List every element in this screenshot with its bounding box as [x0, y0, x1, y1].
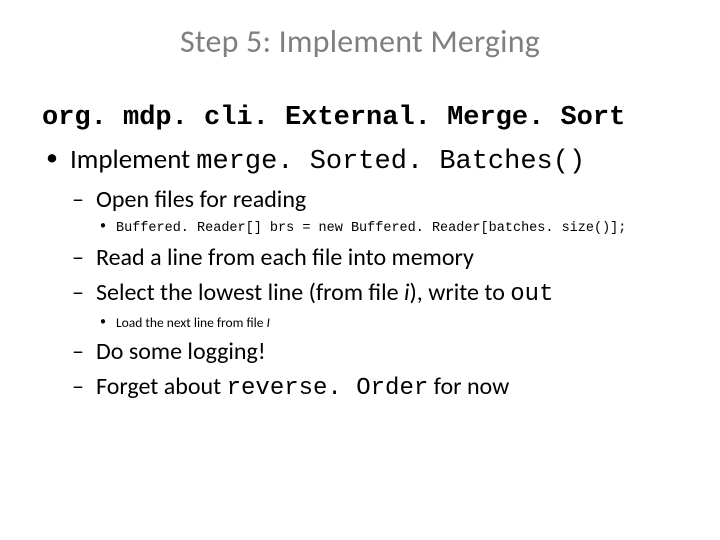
bullet-select-lowest: Select the lowest line (from file i), wr…	[70, 277, 680, 331]
code: reverse. Order	[227, 375, 429, 402]
code: Buffered. Reader[] brs = new Buffered. R…	[116, 221, 626, 236]
bullet-list-lvl2: Open files for reading Buffered. Reader[…	[70, 184, 680, 404]
text: Forget about	[96, 372, 227, 401]
code: out	[510, 281, 553, 308]
text: Implement	[70, 143, 196, 176]
text: Open files for reading	[96, 185, 306, 214]
class-name: org. mdp. cli. External. Merge. Sort	[42, 103, 680, 133]
bullet-logging: Do some logging!	[70, 336, 680, 367]
bullet-list-lvl1: Implement merge. Sorted. Batches() Open …	[42, 143, 680, 404]
bullet-bufferedreader: Buffered. Reader[] brs = new Buffered. R…	[96, 218, 680, 238]
code: merge. Sorted. Batches()	[196, 147, 585, 177]
text: Select the lowest line (from file	[96, 278, 404, 307]
bullet-load-next: Load the next line from file I	[96, 314, 680, 332]
text: Do some logging!	[96, 337, 266, 366]
bullet-read-line: Read a line from each file into memory	[70, 242, 680, 273]
text: Read a line from each file into memory	[96, 243, 474, 272]
bullet-implement: Implement merge. Sorted. Batches() Open …	[42, 143, 680, 404]
text: ), write to	[410, 278, 511, 307]
text: Load the next line from file	[116, 314, 267, 331]
slide-title: Step 5: Implement Merging	[40, 22, 680, 61]
slide: Step 5: Implement Merging org. mdp. cli.…	[0, 0, 720, 540]
text: for now	[428, 372, 509, 401]
bullet-list-lvl3: Buffered. Reader[] brs = new Buffered. R…	[96, 218, 680, 238]
bullet-open-files: Open files for reading Buffered. Reader[…	[70, 184, 680, 238]
bullet-forget-reverse: Forget about reverse. Order for now	[70, 371, 680, 404]
text-italic: I	[267, 314, 270, 331]
bullet-list-lvl3: Load the next line from file I	[96, 314, 680, 332]
